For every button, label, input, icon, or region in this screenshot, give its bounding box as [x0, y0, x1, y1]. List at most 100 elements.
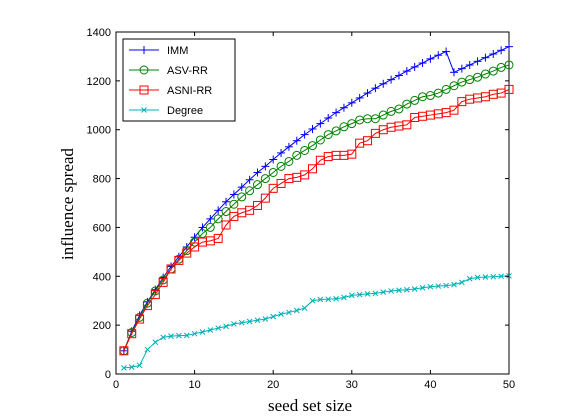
data-point-asv-rr	[268, 167, 278, 177]
data-point-imm	[394, 71, 403, 80]
x-axis-title: seed set size	[268, 396, 352, 415]
data-point-imm	[190, 233, 199, 242]
data-point-asv-rr	[449, 81, 459, 91]
y-tick-label: 800	[93, 174, 111, 186]
x-tick-label: 40	[424, 379, 436, 391]
y-tick-label: 0	[105, 369, 111, 381]
data-point-imm	[371, 84, 380, 93]
data-point-imm	[465, 60, 474, 69]
data-point-asni-rr	[150, 290, 160, 300]
data-point-degree	[364, 291, 371, 297]
data-point-degree	[443, 282, 449, 289]
data-point-asv-rr	[441, 84, 451, 94]
data-point-degree	[411, 286, 418, 292]
data-point-degree	[278, 311, 284, 318]
data-point-imm	[277, 148, 286, 157]
data-point-imm	[332, 108, 341, 117]
data-point-imm	[269, 155, 278, 164]
legend-box	[122, 38, 236, 122]
data-point-asni-rr	[363, 136, 373, 146]
data-point-asv-rr	[410, 95, 420, 105]
data-point-asv-rr	[308, 141, 317, 151]
data-point-degree	[121, 365, 127, 371]
legend-label-asv-rr: ASV-RR	[167, 65, 208, 77]
data-point-imm	[505, 42, 513, 51]
data-point-degree	[341, 294, 347, 301]
data-point-degree	[293, 307, 300, 314]
data-point-asv-rr	[292, 150, 302, 160]
data-point-degree	[466, 275, 473, 282]
y-tick-label: 1000	[87, 125, 111, 137]
legend-label-imm: IMM	[167, 45, 188, 57]
data-point-asni-rr	[135, 314, 145, 324]
data-point-asv-rr	[425, 91, 435, 101]
data-point-asni-rr	[268, 183, 278, 193]
data-point-asni-rr	[276, 178, 286, 188]
data-point-asv-rr	[480, 69, 490, 79]
x-tick-label: 30	[346, 379, 358, 391]
data-point-imm	[229, 190, 238, 199]
data-point-asni-rr	[300, 170, 310, 180]
data-point-degree	[458, 279, 465, 286]
data-point-asv-rr	[504, 60, 514, 70]
data-point-degree	[191, 330, 198, 337]
data-point-asv-rr	[331, 126, 341, 136]
data-point-asv-rr	[370, 114, 380, 124]
data-point-degree	[435, 283, 442, 289]
data-point-degree	[419, 284, 426, 291]
data-point-imm	[300, 130, 309, 139]
data-point-degree	[254, 317, 261, 324]
series-degree	[121, 272, 512, 371]
data-point-degree	[301, 305, 308, 311]
data-point-imm	[410, 62, 419, 71]
data-point-degree	[246, 318, 253, 325]
legend-marker-imm	[140, 46, 148, 54]
data-point-asni-rr	[245, 205, 255, 215]
data-point-asni-rr	[504, 84, 514, 94]
data-point-degree	[333, 295, 339, 302]
data-point-asv-rr	[465, 75, 475, 85]
data-point-degree	[231, 321, 237, 327]
x-tick-label: 0	[113, 379, 119, 391]
series-asv-rr	[119, 60, 514, 356]
data-point-asv-rr	[394, 104, 404, 114]
data-point-asni-rr	[119, 346, 129, 356]
data-point-imm	[387, 75, 396, 84]
plot-area	[115, 31, 514, 375]
data-point-imm	[497, 46, 506, 55]
data-point-imm	[481, 53, 490, 62]
data-point-degree	[144, 346, 151, 353]
data-point-degree	[176, 332, 182, 339]
data-point-imm	[449, 68, 458, 77]
data-point-imm	[237, 183, 246, 192]
data-point-asni-rr	[127, 329, 137, 339]
data-point-degree	[309, 297, 316, 304]
data-point-imm	[198, 223, 207, 232]
data-point-asv-rr	[323, 130, 333, 140]
data-point-degree	[262, 316, 269, 322]
data-point-degree	[325, 296, 332, 303]
data-point-asv-rr	[496, 62, 506, 72]
data-point-asni-rr	[142, 301, 152, 311]
legend: IMM ASV-RR ASNI-RR Degree	[122, 38, 236, 122]
data-point-degree	[215, 325, 222, 331]
data-point-asni-rr	[182, 248, 192, 258]
x-tick-label: 50	[503, 379, 515, 391]
data-point-asni-rr	[252, 200, 262, 210]
data-point-imm	[355, 93, 364, 102]
data-point-asv-rr	[488, 66, 498, 76]
data-point-imm	[284, 142, 293, 151]
data-point-degree	[427, 283, 434, 290]
data-point-degree	[286, 309, 292, 316]
x-tick-label: 10	[188, 379, 200, 391]
data-point-asni-rr	[308, 164, 317, 174]
data-point-degree	[207, 327, 214, 333]
legend-marker-asni-rr	[139, 85, 149, 95]
data-point-asv-rr	[300, 145, 310, 155]
data-point-asv-rr	[284, 156, 294, 166]
data-point-imm	[402, 67, 411, 76]
data-point-imm	[379, 79, 388, 88]
data-point-degree	[168, 333, 174, 339]
data-point-asv-rr	[197, 229, 207, 239]
